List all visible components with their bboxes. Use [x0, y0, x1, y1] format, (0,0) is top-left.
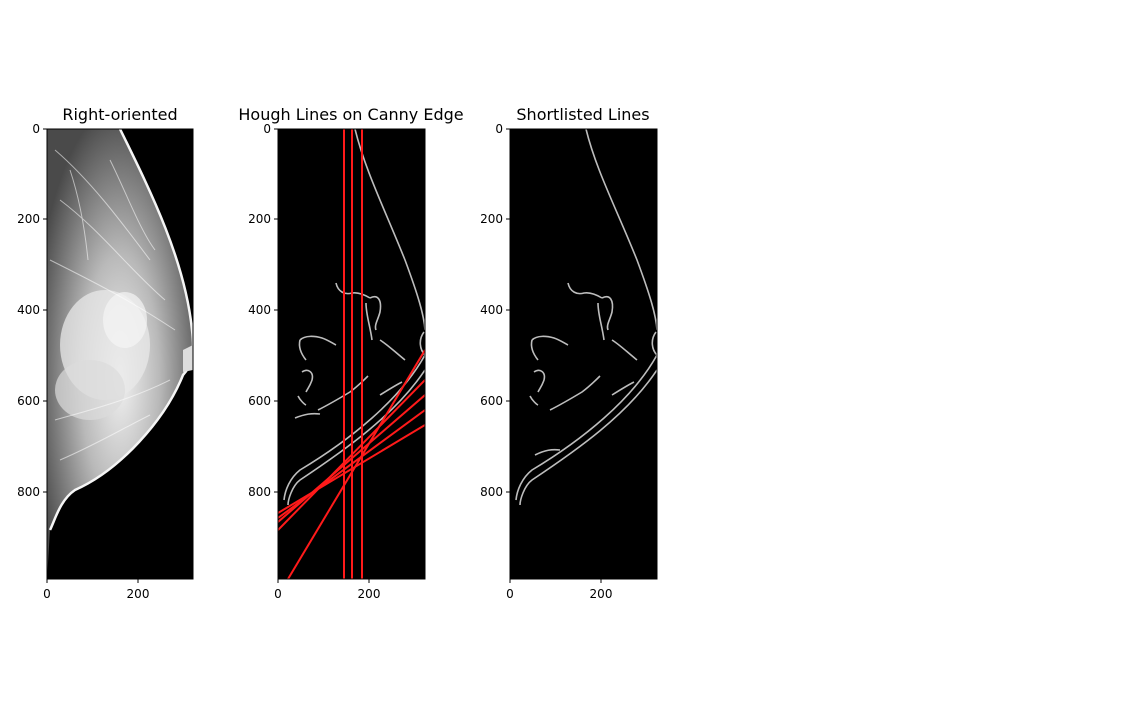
y-tick: 0	[263, 122, 278, 136]
shortlisted-edge-image	[510, 129, 657, 579]
svg-text:0: 0	[506, 587, 514, 601]
svg-text:400: 400	[480, 303, 503, 317]
svg-text:200: 200	[480, 212, 503, 226]
x-axis: 0 200	[506, 579, 612, 601]
y-tick: 800	[248, 485, 278, 499]
svg-text:800: 800	[248, 485, 271, 499]
panel-title: Hough Lines on Canny Edge	[238, 105, 463, 124]
panel-hough-lines: Hough Lines on Canny Edge	[238, 105, 463, 601]
y-tick: 400	[480, 303, 510, 317]
y-tick: 600	[248, 394, 278, 408]
svg-text:600: 600	[248, 394, 271, 408]
canny-edge-image	[278, 129, 425, 579]
x-tick: 0	[43, 579, 51, 601]
svg-text:0: 0	[263, 122, 271, 136]
x-tick: 0	[506, 579, 514, 601]
x-axis: 0 200	[43, 579, 149, 601]
x-tick: 0	[274, 579, 282, 601]
panel-title: Right-oriented	[62, 105, 177, 124]
y-axis: 0 200 400 600 800	[17, 122, 47, 499]
svg-text:800: 800	[480, 485, 503, 499]
panel-right-oriented: Right-oriented	[17, 105, 194, 601]
x-tick: 200	[590, 579, 613, 601]
y-tick: 600	[17, 394, 47, 408]
svg-text:200: 200	[17, 212, 40, 226]
svg-text:400: 400	[248, 303, 271, 317]
mammogram-image	[47, 129, 193, 579]
svg-text:0: 0	[495, 122, 503, 136]
y-tick: 200	[17, 212, 47, 226]
hough-lines	[278, 129, 425, 579]
edge-contours	[515, 129, 657, 506]
svg-text:600: 600	[17, 394, 40, 408]
y-tick: 600	[480, 394, 510, 408]
y-tick: 800	[480, 485, 510, 499]
y-tick: 0	[495, 122, 510, 136]
svg-text:0: 0	[274, 587, 282, 601]
y-tick: 200	[248, 212, 278, 226]
panel-shortlisted-lines: Shortlisted Lines	[480, 105, 658, 601]
svg-text:200: 200	[358, 587, 381, 601]
x-tick: 200	[358, 579, 381, 601]
svg-text:200: 200	[248, 212, 271, 226]
svg-text:0: 0	[32, 122, 40, 136]
y-axis: 0 200 400 600 800	[480, 122, 510, 499]
svg-text:0: 0	[43, 587, 51, 601]
svg-text:600: 600	[480, 394, 503, 408]
svg-text:200: 200	[127, 587, 150, 601]
svg-text:200: 200	[590, 587, 613, 601]
y-tick: 400	[248, 303, 278, 317]
panel-title: Shortlisted Lines	[516, 105, 649, 124]
x-axis: 0 200	[274, 579, 380, 601]
x-tick: 200	[127, 579, 150, 601]
y-axis: 0 200 400 600 800	[248, 122, 278, 499]
y-tick: 200	[480, 212, 510, 226]
y-tick: 800	[17, 485, 47, 499]
svg-text:800: 800	[17, 485, 40, 499]
y-tick: 400	[17, 303, 47, 317]
svg-text:400: 400	[17, 303, 40, 317]
y-tick: 0	[32, 122, 47, 136]
